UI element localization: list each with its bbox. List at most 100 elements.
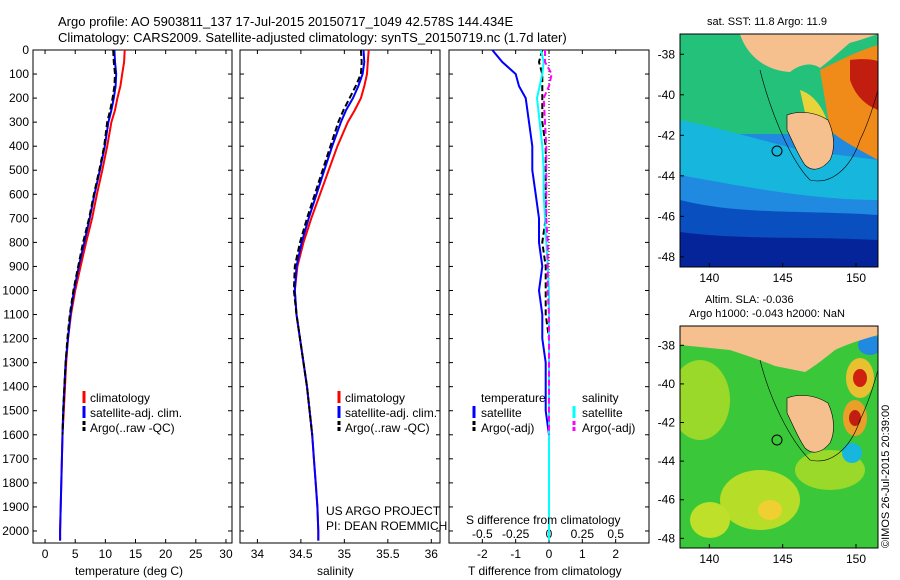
x-tick-label: -1: [510, 547, 521, 561]
map-x-tick-label: 140: [699, 552, 719, 566]
depth-tick-label: 1800: [2, 476, 29, 490]
depth-tick-label: 1300: [2, 356, 29, 370]
legend-label-climatology: climatology: [345, 391, 405, 405]
temperature-axis-ticks: 0100200300400500600700800900100011001200…: [2, 43, 233, 561]
legend-label-satellite: satellite-adj. clim.: [345, 406, 437, 420]
sst-map-frame: [679, 33, 879, 268]
legend-title-salinity: salinity: [582, 391, 619, 405]
map-y-tick-label: -40: [658, 88, 676, 102]
depth-tick-label: 600: [9, 187, 29, 201]
legend-label-climatology: climatology: [90, 391, 150, 405]
map-x-tick-label: 145: [773, 271, 793, 285]
legend-label-satellite: satellite-adj. clim.: [90, 406, 182, 420]
map-x-tick-label: 150: [846, 271, 866, 285]
depth-tick-label: 1000: [2, 283, 29, 297]
map-x-tick-label: 150: [846, 552, 866, 566]
x-tick-label: 10: [99, 547, 113, 561]
sst-map-title: sat. SST: 11.8 Argo: 11.9: [707, 16, 827, 28]
t-difference-axis-label: T difference from climatology: [468, 564, 622, 578]
depth-tick-label: 1400: [2, 380, 29, 394]
map-y-tick-label: -48: [658, 250, 676, 264]
map-y-tick-label: -40: [658, 377, 676, 391]
x-tick-label: -2: [477, 547, 488, 561]
salinity-legend: climatology satellite-adj. clim. Argo(..…: [326, 391, 447, 533]
series-line-s-argo: [542, 50, 553, 435]
x-tick-label: 25: [189, 547, 203, 561]
depth-tick-label: 1700: [2, 452, 29, 466]
sla-map-field: [680, 326, 878, 548]
x-tick-label: 34.5: [289, 547, 313, 561]
map-y-tick-label: -42: [658, 128, 676, 142]
depth-tick-label: 700: [9, 211, 29, 225]
map-x-tick-label: 145: [773, 552, 793, 566]
depth-tick-label: 300: [9, 115, 29, 129]
argo-position-marker: [771, 434, 783, 446]
map-y-tick-label: -38: [658, 338, 676, 352]
s-difference-axis-label: S difference from climatology: [466, 513, 621, 527]
x-tick-label: 5: [72, 547, 79, 561]
legend-label-t-satellite: satellite: [481, 406, 522, 420]
depth-tick-label: 100: [9, 67, 29, 81]
x-tick-label: 30: [219, 547, 233, 561]
map-y-tick-label: -46: [658, 493, 676, 507]
depth-tick-label: 1200: [2, 332, 29, 346]
argo-position-marker: [771, 145, 783, 157]
depth-tick-label: 1100: [3, 308, 29, 322]
x-tick-label: 0: [42, 547, 49, 561]
depth-tick-label: 1900: [2, 500, 29, 514]
x-tick-label: 35: [338, 547, 352, 561]
sla-map-title-line1: Altim. SLA: -0.036: [705, 294, 794, 306]
sst-map-axis-ticks: 140 145 150 -38 -40 -42 -44 -46 -48: [658, 47, 867, 285]
map-y-tick-label: -44: [658, 454, 676, 468]
sla-map-title-line2: Argo h1000: -0.043 h2000: NaN: [689, 308, 845, 320]
depth-tick-label: 1500: [2, 404, 29, 418]
depth-tick-label: 400: [9, 139, 29, 153]
series-line-argo: [61, 50, 117, 435]
difference-series: [491, 50, 553, 541]
depth-tick-label: 200: [9, 91, 29, 105]
x-tick-label: 15: [129, 547, 143, 561]
climatology-subtitle: Climatology: CARS2009. Satellite-adjuste…: [58, 30, 567, 45]
depth-tick-label: 2000: [2, 524, 29, 538]
legend-label-s-satellite: satellite: [582, 406, 623, 420]
s-tick-label: 0.5: [607, 527, 624, 541]
x-tick-label: 0: [546, 547, 553, 561]
sst-map-field: [680, 34, 878, 267]
legend-label-argo: Argo(..raw -QC): [345, 421, 430, 435]
series-line-satellite: [293, 50, 366, 541]
sla-map-axis-ticks: 140 145 150 -38 -40 -42 -44 -46 -48: [658, 338, 867, 566]
x-tick-label: 2: [612, 547, 619, 561]
profile-title: Argo profile: AO 5903811_137 17-Jul-2015…: [58, 14, 514, 29]
temperature-series: [59, 50, 126, 541]
series-line-t-argo: [537, 50, 550, 435]
map-y-tick-label: -44: [658, 169, 676, 183]
x-tick-label: 1: [579, 547, 586, 561]
temperature-plot-frame: [32, 49, 233, 544]
depth-tick-label: 1600: [2, 428, 29, 442]
temperature-legend: climatology satellite-adj. clim. Argo(..…: [82, 391, 182, 435]
salinity-axis-ticks: 34 34.5 35 35.5 36: [240, 49, 440, 561]
pi-annotation: PI: DEAN ROEMMICH: [326, 519, 447, 533]
map-y-tick-label: -48: [658, 531, 676, 545]
x-tick-label: 20: [159, 547, 173, 561]
salinity-series: [292, 50, 370, 541]
sla-map-frame: [679, 325, 879, 549]
map-y-tick-label: -42: [658, 416, 676, 430]
difference-legend: temperature satellite Argo(-adj) salinit…: [472, 391, 635, 435]
legend-label-argo: Argo(..raw -QC): [90, 421, 175, 435]
s-tick-label: 0.25: [571, 527, 595, 541]
s-tick-label: -0.25: [502, 527, 530, 541]
map-x-tick-label: 140: [699, 271, 719, 285]
salinity-plot-frame: [239, 49, 441, 544]
map-y-tick-label: -46: [658, 209, 676, 223]
depth-tick-label: 500: [9, 163, 29, 177]
imos-stamp: ©IMOS 26-Jul-2015 20:39:00: [880, 404, 892, 548]
s-tick-label: -0.5: [472, 527, 493, 541]
series-line-argo: [292, 50, 363, 435]
depth-tick-label: 800: [9, 235, 29, 249]
legend-label-t-argo: Argo(-adj): [481, 421, 534, 435]
project-annotation: US ARGO PROJECT: [326, 504, 441, 518]
map-y-tick-label: -38: [658, 47, 676, 61]
